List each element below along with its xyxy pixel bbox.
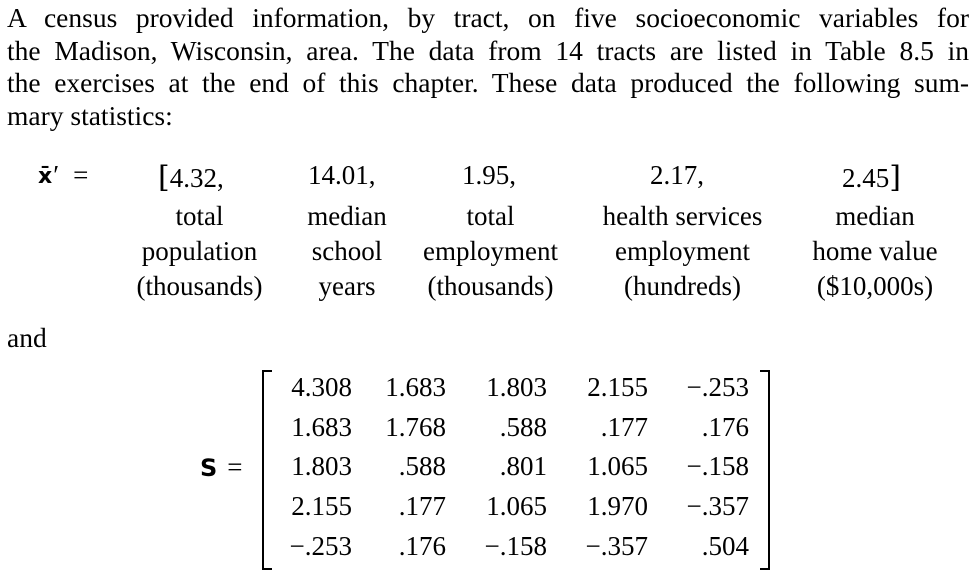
mean-value-5: 2.45] bbox=[842, 160, 901, 195]
xbar-symbol: x̄ bbox=[38, 164, 53, 189]
variable-label-school: median school years bbox=[307, 201, 387, 301]
paragraph-line: the Madison, Wisconsin, area. The data f… bbox=[7, 34, 969, 66]
matrix-cell: −.357 bbox=[585, 531, 648, 561]
matrix-cell: .504 bbox=[701, 531, 749, 561]
connector-text: and bbox=[7, 322, 47, 353]
matrix-cell: 1.803 bbox=[486, 372, 547, 402]
matrix-right-bracket bbox=[760, 370, 770, 570]
matrix-cell: −.253 bbox=[289, 531, 352, 561]
paragraph-line: A census provided information, by tract,… bbox=[7, 2, 969, 33]
matrix-cell: .801 bbox=[499, 451, 547, 481]
matrix-cell: 1.803 bbox=[291, 451, 352, 481]
mean-value: 2.45 bbox=[842, 163, 890, 193]
matrix-cell: .588 bbox=[398, 451, 446, 481]
matrix-cell: 1.970 bbox=[587, 491, 648, 521]
mean-vector-label: x̄′ = bbox=[38, 160, 88, 191]
matrix-cell: 1.768 bbox=[385, 412, 446, 442]
mean-value-2: 14.01, bbox=[308, 160, 376, 190]
mean-value-1: [4.32, bbox=[158, 160, 224, 195]
variable-label-health: health services employment (hundreds) bbox=[602, 201, 763, 301]
covariance-matrix: 4.308 1.683 1.803 2.155 −.253 1.683 1.768 .588.… bbox=[262, 370, 770, 570]
matrix-cell: −.158 bbox=[484, 531, 547, 561]
variable-label-population: total population (thousands) bbox=[136, 201, 263, 301]
matrix-cell: 2.155 bbox=[291, 491, 352, 521]
matrix-cell: .588 bbox=[499, 412, 547, 442]
variable-label-home-value: median home value ($10,000s) bbox=[812, 201, 938, 301]
intro-paragraph: A census provided information, by tract,… bbox=[7, 2, 969, 132]
equals-sign: = bbox=[227, 452, 243, 482]
matrix-cell: 1.683 bbox=[385, 372, 446, 402]
matrix-cell: 4.308 bbox=[291, 372, 352, 402]
paragraph-line: the exercises at the end of this chapter… bbox=[7, 67, 969, 98]
matrix-left-bracket bbox=[262, 370, 272, 570]
equals-sign: = bbox=[73, 160, 89, 190]
matrix-cell: −.158 bbox=[686, 451, 749, 481]
variable-label-employment: total employment (thousands) bbox=[423, 201, 558, 301]
close-bracket: ] bbox=[889, 160, 901, 195]
mean-value-3: 1.95, bbox=[462, 160, 516, 190]
prime-symbol: ′ bbox=[53, 160, 60, 190]
open-bracket: [ bbox=[158, 160, 170, 195]
matrix-cell: 2.155 bbox=[587, 372, 648, 402]
matrix-cell: −.253 bbox=[686, 372, 749, 402]
mean-value-4: 2.17, bbox=[650, 160, 704, 190]
matrix-cell: .177 bbox=[600, 412, 648, 442]
s-symbol: S bbox=[200, 454, 218, 482]
matrix-cell: .176 bbox=[701, 412, 749, 442]
matrix-cell: .177 bbox=[398, 491, 446, 521]
matrix-cell: 1.065 bbox=[587, 451, 648, 481]
matrix-cell: .176 bbox=[398, 531, 446, 561]
matrix-cell: 1.683 bbox=[291, 412, 352, 442]
paragraph-line: mary statistics: bbox=[7, 99, 173, 131]
mean-value: 4.32, bbox=[169, 163, 224, 193]
matrix-cell: 1.065 bbox=[486, 491, 547, 521]
matrix-cell: −.357 bbox=[686, 491, 749, 521]
covariance-label: S = bbox=[200, 452, 243, 483]
